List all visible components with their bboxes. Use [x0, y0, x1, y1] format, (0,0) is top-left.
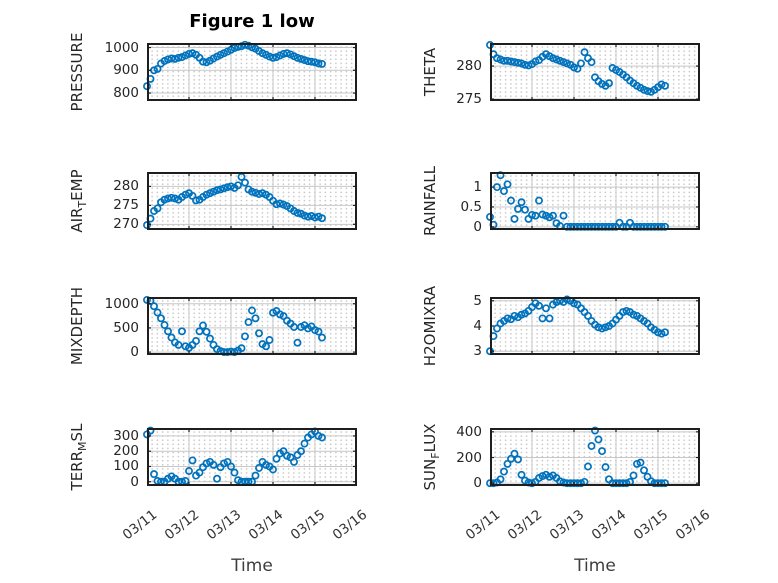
y-tick-label: 1 [473, 179, 482, 196]
scatter-series-h2omixra [486, 295, 669, 356]
y-tick-label: 3 [473, 343, 482, 360]
y-axis-label-part: H2OMIXRA [421, 285, 439, 367]
y-tick-label: 5 [473, 292, 482, 309]
subplot-mixdepth [143, 295, 357, 357]
scatter-series-air_temp [143, 172, 326, 230]
subplot-h2omixra [486, 295, 700, 356]
scatter-series-theta [486, 41, 669, 96]
y-axis-label-part: EMP [68, 169, 86, 201]
plot-area [143, 295, 357, 357]
y-axis-label-part: F [429, 452, 442, 459]
y-axis-label-part: T [76, 200, 89, 208]
plot-area [486, 41, 700, 101]
y-tick-label: 280 [456, 58, 482, 75]
y-axis-label-part: THETA [421, 47, 439, 97]
y-tick-label: 200 [113, 443, 139, 460]
y-tick-label: 280 [113, 178, 139, 195]
y-tick-label: 100 [113, 458, 139, 475]
figure-title: Figure 1 low [189, 11, 315, 32]
y-tick-label: 270 [113, 216, 139, 233]
scatter-series-pressure [143, 40, 326, 91]
scatter-series-terr_msl [143, 426, 326, 486]
y-axis-label-part: SL [68, 423, 86, 442]
y-tick-label: 275 [456, 91, 482, 108]
plot-area [143, 172, 357, 230]
y-tick-label: 0 [130, 473, 139, 490]
y-tick-label: 400 [456, 423, 482, 440]
subplot-pressure [143, 40, 357, 101]
subplot-terr_msl [143, 426, 357, 486]
plot-area [486, 295, 700, 356]
y-axis-label-sun_flux: SUNFLUX [420, 357, 442, 557]
y-axis-label-part: MIXDEPTH [68, 286, 86, 366]
subplot-theta [486, 41, 700, 101]
plot-area [143, 426, 357, 486]
y-tick-label: 4 [473, 318, 482, 334]
y-axis-label-part: SUN [421, 458, 439, 491]
y-tick-label: 800 [113, 85, 139, 102]
subplot-sun_flux [486, 426, 700, 488]
y-axis-label-terr_msl: TERRMSL [67, 357, 89, 557]
y-tick-label: 900 [113, 62, 139, 79]
y-tick-label: 0 [473, 218, 482, 235]
x-axis-label-right: Time [574, 556, 616, 576]
y-tick-label: 500 [113, 319, 139, 336]
y-tick-label: 0 [473, 475, 482, 492]
y-tick-label: 0.5 [460, 198, 482, 215]
subplot-air_temp [143, 172, 357, 230]
y-tick-label: 300 [113, 427, 139, 444]
y-tick-label: 1000 [104, 295, 139, 312]
plot-area [143, 40, 357, 101]
y-axis-label-part: PRESSURE [68, 32, 86, 112]
y-tick-label: 275 [113, 197, 139, 214]
y-axis-label-part: LUX [421, 423, 439, 453]
x-axis-label-left: Time [231, 556, 273, 576]
y-axis-label-part: M [76, 441, 89, 451]
scatter-series-sun_flux [486, 426, 669, 488]
y-axis-label-part: TERR [68, 450, 86, 491]
y-tick-label: 1000 [104, 39, 139, 56]
scatter-series-rainfall [486, 171, 669, 231]
subplot-rainfall [486, 171, 700, 231]
y-tick-label: 200 [456, 449, 482, 466]
plot-area [486, 171, 700, 231]
y-tick-label: 0 [130, 344, 139, 361]
plot-area [486, 426, 700, 488]
scatter-series-mixdepth [143, 295, 326, 357]
